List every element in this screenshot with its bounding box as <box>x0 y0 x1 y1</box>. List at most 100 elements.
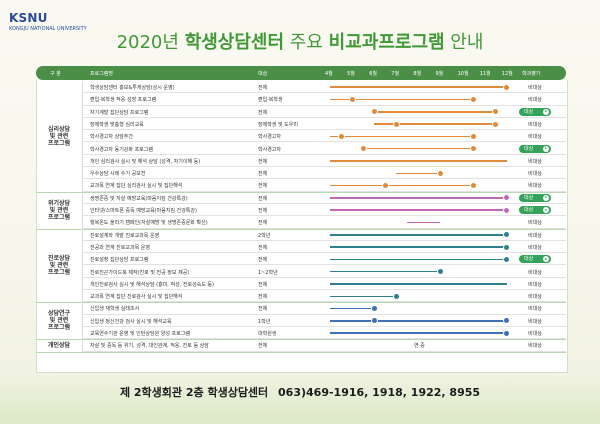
category-label: 진로상담 및 관련 프로그램 <box>36 228 83 303</box>
schedule-marker <box>470 145 478 153</box>
header-month-10: 10월 <box>457 71 469 77</box>
header-month-6: 6월 <box>369 71 377 77</box>
program-table <box>36 80 568 373</box>
evaluation-badge[interactable]: 대상 <box>519 206 551 215</box>
page-title: 2020년 학생상담센터 주요 비교과프로그램 안내 <box>0 28 600 54</box>
evaluation-label: 비대상 <box>528 158 542 165</box>
category-label: 위기상담 및 관련 프로그램 <box>36 191 83 229</box>
program-row: 인터넷/스마트폰 중독 예방교육(마음지킴 건강특강) 전체 <box>82 204 566 217</box>
evaluation-label: 비대상 <box>528 294 542 301</box>
evaluation-badge[interactable]: 대상 <box>519 255 551 264</box>
program-row: 편입·복학생 적응 성장 프로그램 편입·복학생 <box>82 93 566 106</box>
program-row: 학사경고자 동기강화 프로그램 학사경고자 <box>82 143 566 155</box>
program-target: 전체 <box>258 109 268 116</box>
header-evaluation: 학과평가 <box>522 71 541 77</box>
header-month-5: 5월 <box>347 71 355 77</box>
program-target: 전체 <box>258 171 268 178</box>
program-row: 전공과 연계 진로교과목 운영 전체 <box>82 241 566 254</box>
schedule-bar <box>363 147 474 150</box>
program-name: 생명존중 및 자살 예방교육(마음지킴 건강특강) <box>90 195 188 202</box>
evaluation-badge[interactable]: 대상 <box>519 193 551 202</box>
row-divider <box>82 289 566 291</box>
row-divider <box>82 264 566 266</box>
row-divider <box>82 338 566 340</box>
program-target: 2학년 <box>258 232 271 239</box>
header-target: 대상 <box>258 71 268 77</box>
schedule-bar <box>330 98 474 101</box>
schedule-bar <box>330 246 507 248</box>
program-name: 교과목 연계 집단 심리검사 실시 및 집단해석 <box>90 183 183 190</box>
schedule-marker <box>503 231 511 239</box>
schedule-bar <box>396 172 441 174</box>
row-divider <box>82 350 566 352</box>
university-logo: KSNU KONGJU NATIONAL UNIVERSITY <box>9 11 87 45</box>
evaluation-badge-label: 대상 <box>524 145 534 152</box>
program-row: 개인진로검사 실시 및 해석상담 (흥미, 적성, 진로성숙도 등) 전체 <box>82 278 566 291</box>
row-divider <box>82 166 566 168</box>
group-divider <box>36 228 566 230</box>
row-divider <box>82 116 566 118</box>
arrow-right-icon <box>543 145 549 152</box>
year-round-label: 연 중 <box>414 343 425 350</box>
program-target: 전체 <box>258 220 268 227</box>
program-name: 교육연수기관 운영 및 인턴상담원 양성 프로그램 <box>90 331 190 337</box>
evaluation-badge[interactable]: 대상 <box>519 107 551 116</box>
row-divider <box>82 301 566 303</box>
schedule-marker <box>492 108 500 116</box>
category-label: 개인상담 <box>36 339 83 352</box>
logo-subtitle: KONGJU NATIONAL UNIVERSITY <box>9 26 87 32</box>
program-target: 전체 <box>258 257 268 264</box>
program-target: 전체 <box>258 343 268 350</box>
schedule-marker <box>370 305 378 313</box>
schedule-marker <box>470 132 478 140</box>
header-month-12: 12월 <box>501 71 513 77</box>
arrow-right-icon <box>543 194 549 201</box>
row-divider <box>82 202 566 204</box>
program-name: 진로진곤가이드북 제작(진로 및 전공 정보 제공) <box>90 269 190 276</box>
program-name: 개인진로검사 실시 및 해석상담 (흥미, 적성, 진로성숙도 등) <box>90 281 215 288</box>
schedule-bar <box>330 184 474 187</box>
schedule-marker <box>370 317 378 325</box>
evaluation-badge[interactable]: 대상 <box>519 144 551 153</box>
schedule-bar <box>330 270 441 273</box>
program-name: 자기계발 집단상담 프로그램 <box>90 109 149 116</box>
program-name: 편입·복학생 적응 성장 프로그램 <box>90 97 157 104</box>
schedule-marker <box>503 83 511 91</box>
schedule-bar <box>374 123 496 125</box>
schedule-bar <box>330 209 507 211</box>
program-row: 교육연수기관 운영 및 인턴상담원 양성 프로그램 대학원생 <box>82 327 566 340</box>
row-divider <box>82 190 566 192</box>
header-month-7: 7월 <box>391 71 400 77</box>
evaluation-label: 비대상 <box>528 281 542 288</box>
arrow-right-icon <box>543 256 549 263</box>
contact-footer: 제 2학생회관 2층 학생상담센터 063)469-1916, 1918, 19… <box>0 384 600 400</box>
program-name: 신입생 정신건강 검사 실시 및 해석교육 <box>90 318 172 325</box>
row-divider <box>82 141 566 143</box>
schedule-marker <box>437 169 444 177</box>
schedule-bar <box>407 221 441 224</box>
program-target: 전체 <box>258 294 268 301</box>
schedule-bar <box>330 307 375 310</box>
program-target: 전체 <box>258 208 268 214</box>
program-row: 학생상담센터 홍보&투게상담(상시 운영) 전체 <box>82 81 566 94</box>
program-name: 학사경고자 동기강화 프로그램 <box>90 146 153 153</box>
arrow-right-icon <box>543 207 549 214</box>
program-target: 전체 <box>258 281 268 288</box>
title-main: 주요 <box>289 32 323 53</box>
program-target: 대학원생 <box>258 331 277 337</box>
schedule-marker <box>503 329 511 337</box>
evaluation-label: 비대상 <box>528 134 542 141</box>
schedule-marker <box>337 132 345 140</box>
schedule-marker <box>470 182 478 190</box>
program-target: 전체 <box>258 195 268 202</box>
schedule-marker <box>437 268 444 276</box>
program-target: 학사경고자 <box>258 134 282 141</box>
evaluation-label: 비대상 <box>528 306 542 313</box>
program-row: 진로진곤가이드북 제작(진로 및 전공 정보 제공) 1~2학년 <box>82 266 566 278</box>
program-row: 진로설계와 개발 진로교과목 운영 2학년 <box>82 229 566 241</box>
program-name: 우수상담 사례 수기 공모전 <box>90 171 146 178</box>
row-divider <box>82 104 566 106</box>
title-guide: 안내 <box>450 32 484 53</box>
program-row: 자기계발 집단상담 프로그램 전체 <box>82 106 566 118</box>
group-divider <box>36 302 566 304</box>
